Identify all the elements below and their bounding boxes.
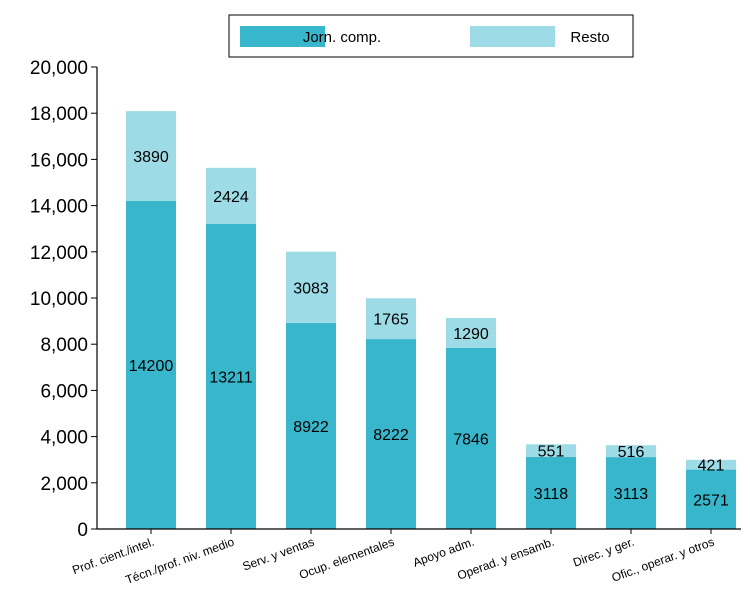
y-tick-label: 18,000 [30, 104, 88, 125]
data-label: 551 [538, 444, 565, 461]
data-label: 3113 [614, 486, 649, 503]
bar-jorn-comp [686, 469, 736, 529]
bar-jorn-comp [126, 200, 176, 530]
bar-resto [526, 444, 576, 457]
data-label: 7846 [453, 431, 489, 448]
bar-resto [206, 167, 256, 224]
legend-label: Jorn. comp. [303, 29, 381, 46]
bar-jorn-comp [446, 347, 496, 529]
data-label: 3118 [534, 486, 569, 503]
bar-resto [366, 298, 416, 340]
data-label: 3083 [293, 280, 329, 297]
data-label: 1290 [453, 326, 489, 343]
data-label: 14200 [129, 358, 174, 375]
bar-jorn-comp [526, 456, 576, 529]
legend: Jorn. comp. Resto [228, 14, 634, 58]
y-tick-label: 12,000 [30, 243, 88, 264]
bar-jorn-comp [606, 457, 656, 529]
y-tick-label: 16,000 [30, 150, 88, 171]
legend-swatch [240, 26, 325, 47]
y-tick-label: 2,000 [40, 474, 88, 495]
y-tick-label: 6,000 [40, 381, 88, 402]
y-tick-label: 8,000 [40, 335, 88, 356]
y-tick-label: 10,000 [30, 289, 88, 310]
data-label: 2424 [213, 189, 249, 206]
bar-jorn-comp [206, 223, 256, 529]
bar-jorn-comp [286, 322, 336, 529]
bar-resto [126, 111, 176, 201]
x-tick-label: Apoyo adm. [411, 535, 476, 570]
data-label: 3890 [133, 149, 169, 166]
y-tick-label: 4,000 [40, 428, 88, 449]
bar-jorn-comp [366, 339, 416, 529]
y-tick-label: 20,000 [30, 58, 88, 79]
x-axis: Prof. cient./intel.Técn./prof. niv. medi… [70, 528, 741, 587]
data-label: 13211 [209, 369, 252, 386]
bar-resto [686, 459, 736, 470]
y-axis: 0 2,000 4,000 6,000 8,000 10,000 12,000 14,000 1… [30, 58, 98, 541]
data-label: 8922 [293, 419, 329, 436]
x-tick-label: Direc. y ger. [571, 535, 636, 570]
data-label: 2571 [693, 492, 729, 509]
y-tick-label: 14,000 [30, 197, 88, 218]
data-label: 8222 [373, 427, 409, 444]
y-tick-label: 0 [77, 520, 88, 541]
legend-label: Resto [570, 29, 609, 46]
data-label: 421 [698, 458, 725, 475]
bar-resto [606, 445, 656, 458]
legend-swatch [470, 26, 555, 47]
bars-group: 14200 3890 13211 2424 8922 3083 8222 1765 7846 12… [126, 111, 736, 530]
data-label: 516 [618, 444, 645, 461]
data-label: 1765 [373, 312, 409, 329]
bar-resto [286, 251, 336, 323]
bar-resto [446, 317, 496, 348]
